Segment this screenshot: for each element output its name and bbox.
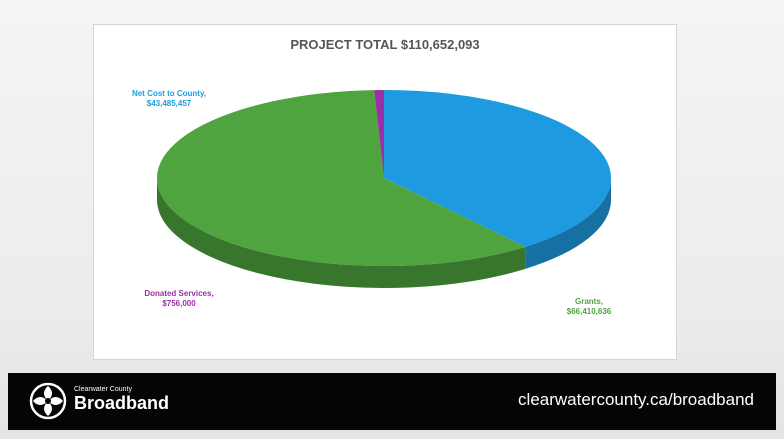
pie-slice-1	[157, 90, 526, 266]
pie-chart	[157, 90, 611, 289]
chart-title: PROJECT TOTAL $110,652,093	[290, 37, 480, 52]
footer-url[interactable]: clearwatercounty.ca/broadband	[518, 390, 754, 409]
slice-label-net-cost-value: $43,485,457	[146, 99, 192, 108]
pie-slice-2	[374, 90, 384, 178]
footer-bar: Clearwater County Broadband clearwaterco…	[8, 373, 776, 430]
pie-slice-0	[384, 90, 611, 247]
slice-label-grants: Grants, $66,410,636	[534, 297, 644, 317]
slice-label-net-cost-name: Net Cost to County,	[131, 89, 207, 98]
pie-side-1-0	[157, 178, 526, 289]
chart-slide: PROJECT TOTAL $110,652,093 Net Cost to C…	[93, 24, 677, 360]
slice-label-grants-value: $66,410,636	[566, 307, 612, 316]
slice-label-grants-name: Grants,	[574, 297, 603, 306]
brand-title: Broadband	[74, 393, 170, 413]
brand-subtitle: Clearwater County	[74, 386, 132, 393]
slice-label-net-cost: Net Cost to County, $43,485,457	[114, 89, 224, 109]
slice-label-donated-name: Donated Services,	[144, 289, 214, 298]
slice-label-donated: Donated Services, $756,000	[124, 289, 234, 309]
pie-side-0-0	[525, 178, 611, 269]
clearwater-swirl-icon	[29, 382, 67, 420]
slice-label-donated-value: $756,000	[162, 299, 196, 308]
